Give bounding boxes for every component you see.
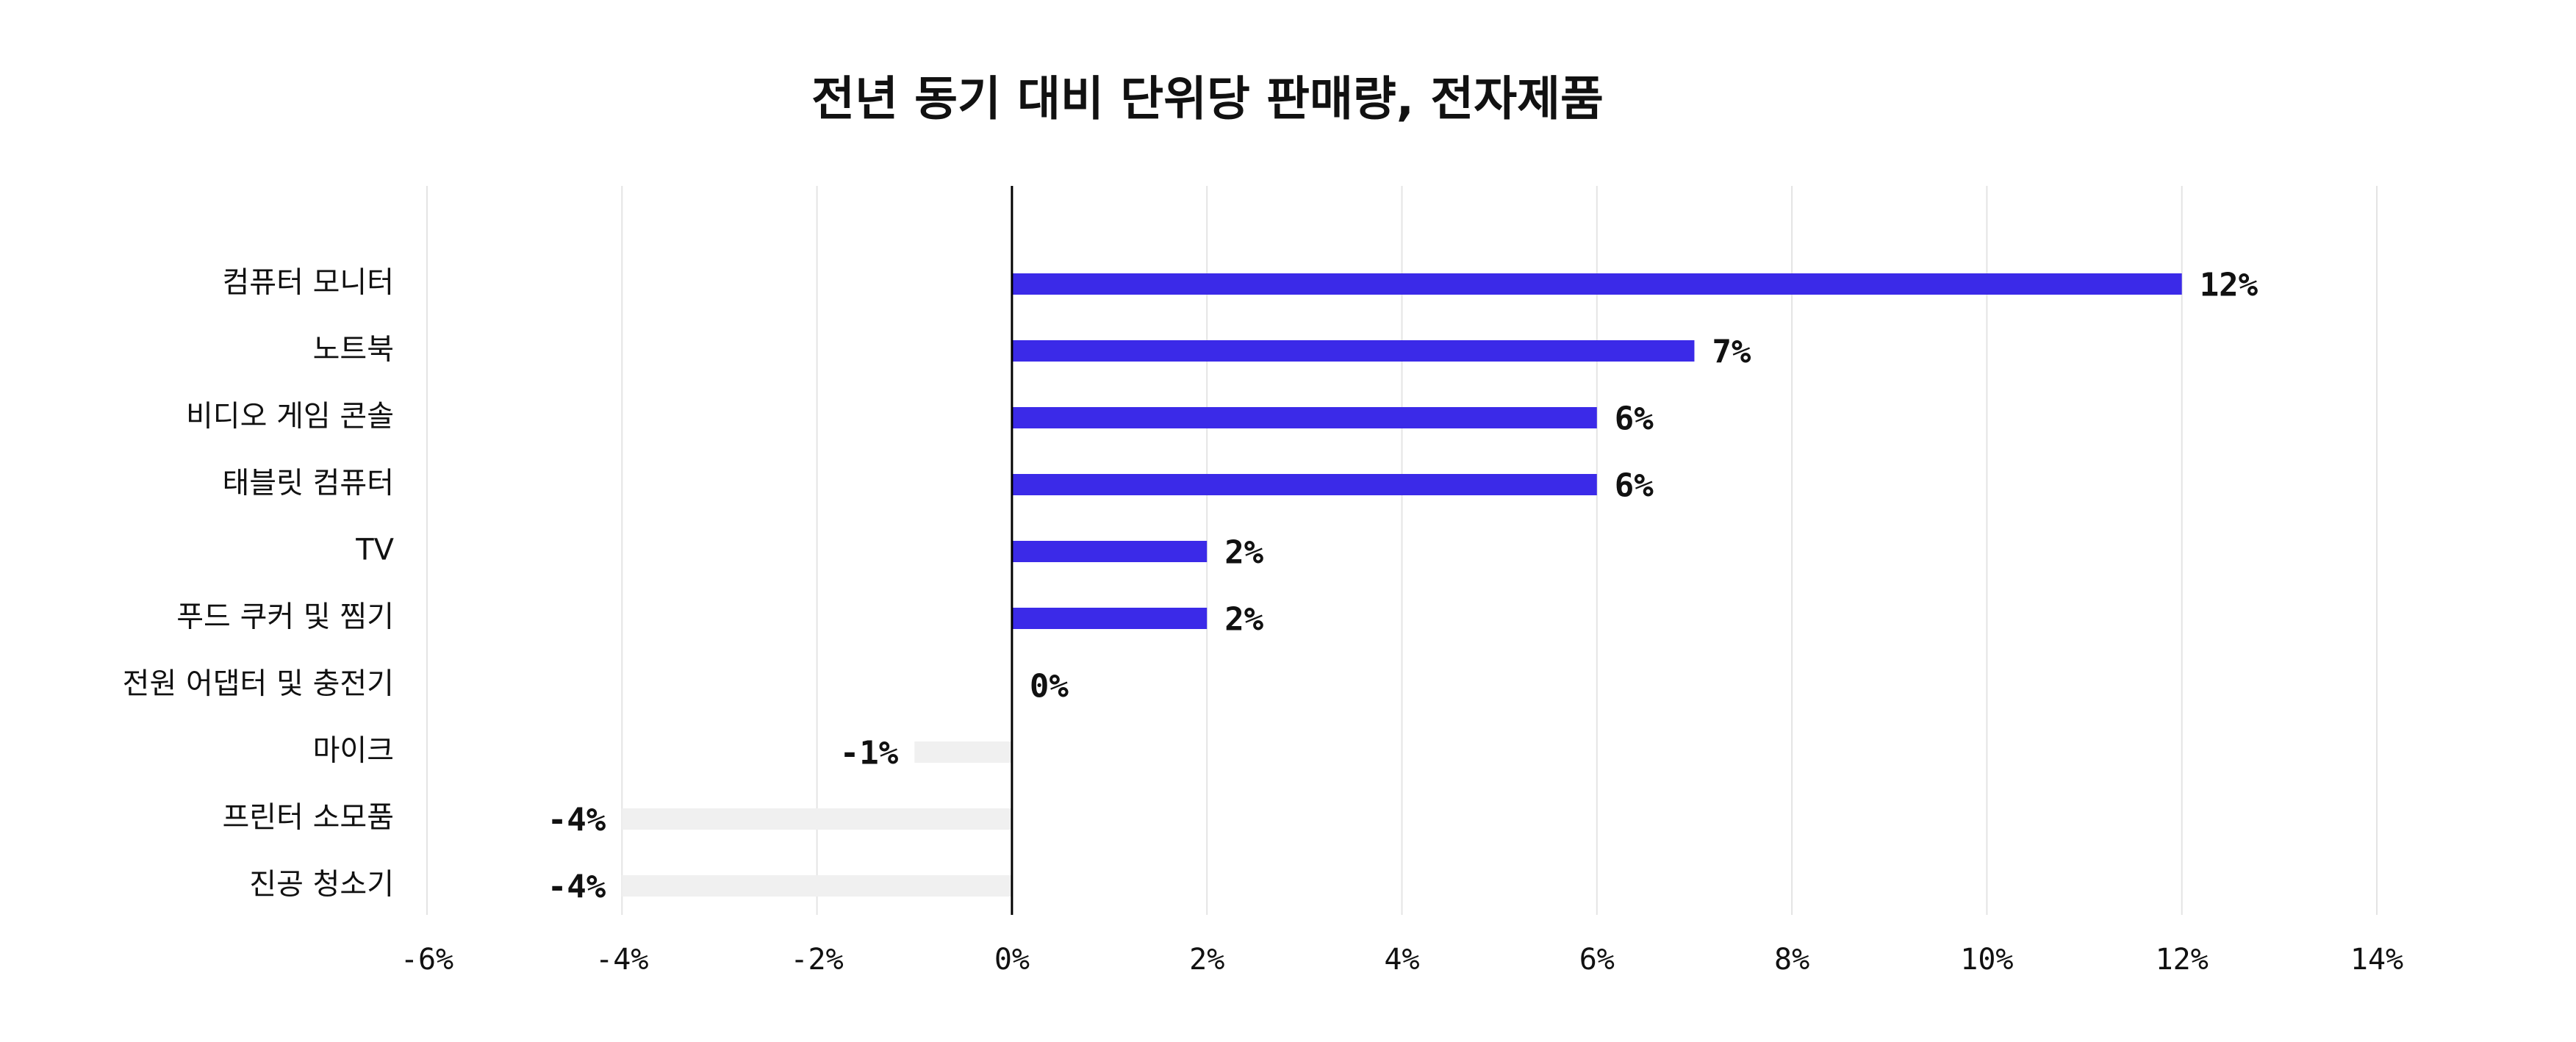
chart-title: 전년 동기 대비 단위당 판매량, 전자제품 (811, 73, 1604, 127)
value-label: 2% (1224, 601, 1263, 639)
y-tick-label: 노트북 (313, 333, 394, 367)
bar (1011, 340, 1695, 362)
x-tick-label: -6% (401, 943, 453, 977)
x-tick-label: 10% (1960, 943, 2013, 977)
x-tick-label: -2% (790, 943, 843, 977)
y-tick-label: 푸드 쿠커 및 찜기 (176, 600, 394, 634)
bar (1011, 608, 1208, 629)
y-tick-label: 태블릿 컴퓨터 (222, 467, 394, 500)
value-label: 2% (1224, 534, 1263, 572)
bar (1011, 407, 1597, 428)
y-tick-label: 진공 청소기 (249, 868, 394, 902)
bar (1011, 474, 1597, 495)
x-tick-label: 14% (2350, 943, 2403, 977)
bar (914, 741, 1012, 763)
value-label: 0% (1030, 668, 1069, 705)
value-label: 6% (1615, 400, 1654, 438)
value-label: -4% (548, 869, 606, 906)
bar (1011, 541, 1208, 562)
value-label: -1% (840, 735, 899, 772)
y-tick-label: 비디오 게임 콘솔 (186, 400, 394, 434)
x-tick-label: 8% (1774, 943, 1809, 977)
bar (1011, 273, 2182, 295)
value-label: -4% (548, 802, 606, 839)
bar (622, 875, 1012, 897)
y-tick-label: 프린터 소모품 (222, 801, 394, 835)
x-tick-label: 4% (1384, 943, 1419, 977)
x-tick-label: 2% (1189, 943, 1224, 977)
value-label: 12% (2200, 267, 2259, 304)
y-tick-label: TV (355, 533, 394, 567)
x-tick-label: 6% (1579, 943, 1615, 977)
x-tick-label: 0% (994, 943, 1030, 977)
x-tick-label: 12% (2156, 943, 2209, 977)
value-label: 6% (1615, 467, 1654, 505)
bar (622, 808, 1012, 830)
x-tick-label: -4% (595, 943, 648, 977)
y-tick-label: 전원 어댑터 및 충전기 (123, 667, 394, 701)
y-tick-label: 컴퓨터 모니터 (222, 266, 394, 300)
value-label: 7% (1712, 334, 1751, 371)
y-tick-label: 마이크 (313, 734, 394, 768)
